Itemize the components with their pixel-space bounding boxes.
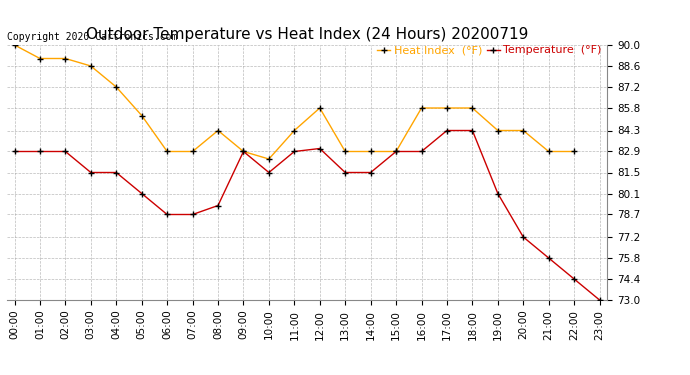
Temperature  (°F) <box>214 203 222 208</box>
Temperature  (°F) <box>519 235 527 239</box>
Temperature  (°F) <box>469 128 477 133</box>
Temperature  (°F) <box>265 170 273 175</box>
Text: Copyright 2020 Cartronics.com: Copyright 2020 Cartronics.com <box>7 33 177 42</box>
Heat Index  (°F) <box>265 157 273 161</box>
Heat Index  (°F) <box>61 56 70 61</box>
Heat Index  (°F) <box>493 128 502 133</box>
Heat Index  (°F) <box>10 43 19 47</box>
Temperature  (°F) <box>87 170 95 175</box>
Heat Index  (°F) <box>112 85 121 89</box>
Heat Index  (°F) <box>87 64 95 68</box>
Temperature  (°F) <box>36 149 44 154</box>
Heat Index  (°F) <box>544 149 553 154</box>
Heat Index  (°F) <box>239 149 248 154</box>
Heat Index  (°F) <box>341 149 349 154</box>
Heat Index  (°F) <box>290 128 299 133</box>
Temperature  (°F) <box>392 149 400 154</box>
Temperature  (°F) <box>595 298 604 302</box>
Temperature  (°F) <box>315 146 324 151</box>
Heat Index  (°F) <box>137 113 146 118</box>
Heat Index  (°F) <box>392 149 400 154</box>
Temperature  (°F) <box>493 191 502 196</box>
Heat Index  (°F) <box>570 149 578 154</box>
Temperature  (°F) <box>366 170 375 175</box>
Line: Heat Index  (°F): Heat Index (°F) <box>11 42 578 162</box>
Heat Index  (°F) <box>417 106 426 110</box>
Temperature  (°F) <box>10 149 19 154</box>
Heat Index  (°F) <box>163 149 171 154</box>
Line: Temperature  (°F): Temperature (°F) <box>11 127 603 303</box>
Temperature  (°F) <box>188 212 197 217</box>
Heat Index  (°F) <box>519 128 527 133</box>
Heat Index  (°F) <box>214 128 222 133</box>
Heat Index  (°F) <box>443 106 451 110</box>
Temperature  (°F) <box>137 191 146 196</box>
Temperature  (°F) <box>341 170 349 175</box>
Temperature  (°F) <box>544 256 553 260</box>
Heat Index  (°F) <box>469 106 477 110</box>
Temperature  (°F) <box>112 170 121 175</box>
Title: Outdoor Temperature vs Heat Index (24 Hours) 20200719: Outdoor Temperature vs Heat Index (24 Ho… <box>86 27 529 42</box>
Heat Index  (°F) <box>188 149 197 154</box>
Temperature  (°F) <box>239 149 248 154</box>
Heat Index  (°F) <box>36 56 44 61</box>
Heat Index  (°F) <box>315 106 324 110</box>
Temperature  (°F) <box>417 149 426 154</box>
Legend: Heat Index  (°F), Temperature  (°F): Heat Index (°F), Temperature (°F) <box>377 45 602 56</box>
Heat Index  (°F) <box>366 149 375 154</box>
Temperature  (°F) <box>163 212 171 217</box>
Temperature  (°F) <box>61 149 70 154</box>
Temperature  (°F) <box>570 277 578 281</box>
Temperature  (°F) <box>443 128 451 133</box>
Temperature  (°F) <box>290 149 299 154</box>
